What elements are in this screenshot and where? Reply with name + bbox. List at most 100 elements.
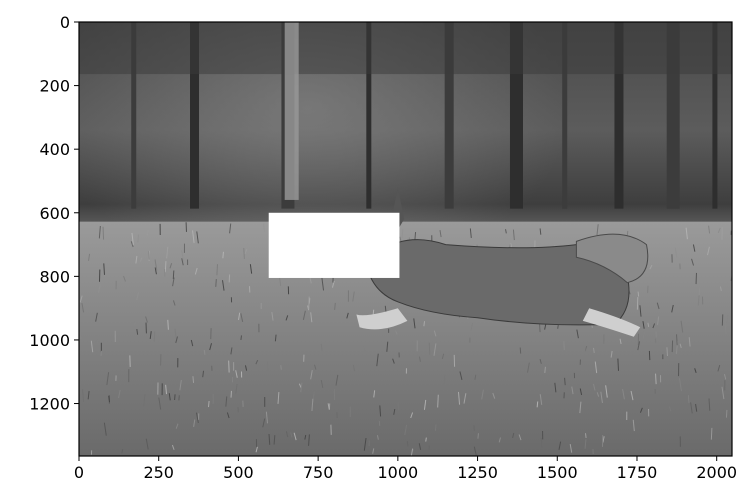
dog-front-leg	[356, 308, 408, 330]
grass-blade	[433, 343, 437, 356]
grass-blade	[196, 231, 199, 244]
grass-blade	[208, 400, 210, 408]
grass-blade	[266, 361, 269, 371]
grass-blade	[642, 327, 646, 339]
grass-blade	[136, 292, 139, 301]
y-tick-label: 800	[39, 267, 70, 286]
grass-blade	[273, 435, 276, 445]
grass-blade	[721, 386, 725, 400]
grass-blade	[477, 433, 479, 439]
y-tick-label: 400	[39, 140, 70, 159]
grass-blade	[695, 403, 698, 412]
x-tick-label: 1500	[537, 463, 578, 482]
grass-blade	[139, 257, 143, 262]
grass-blade	[222, 251, 224, 259]
tree-trunk	[444, 22, 454, 209]
grass-blade	[637, 341, 641, 351]
grass-blade	[655, 373, 657, 385]
grass-blade	[265, 411, 268, 424]
grass-blade	[244, 249, 248, 255]
grass-blade	[406, 440, 409, 447]
grass-blade	[123, 275, 126, 282]
grass-blade	[230, 347, 233, 355]
grass-blade	[433, 330, 437, 337]
grass-blade	[103, 263, 105, 275]
forest-trees	[79, 22, 732, 209]
x-tick-label: 1000	[377, 463, 418, 482]
grass-blade	[671, 304, 674, 313]
grass-blade	[708, 398, 711, 411]
tree-trunk	[562, 22, 568, 209]
grass-blade	[143, 394, 146, 407]
grass-blade	[106, 372, 110, 386]
grass-blade	[473, 446, 477, 456]
grass-blade	[680, 320, 684, 333]
grass-blade	[172, 300, 176, 306]
x-tick-label: 0	[74, 463, 84, 482]
grass-blade	[459, 371, 463, 381]
grass-blade	[544, 366, 546, 373]
grass-blade	[274, 334, 277, 342]
grass-blade	[596, 392, 600, 397]
grass-blade	[558, 441, 562, 450]
grass-blade	[181, 258, 184, 266]
grass-blade	[192, 230, 195, 243]
grass-blade	[498, 437, 501, 443]
grass-blade	[202, 370, 205, 378]
grass-blade	[302, 310, 306, 321]
grass-blade	[243, 247, 245, 259]
grass-blade	[235, 370, 238, 378]
grass-blade	[457, 391, 461, 405]
birch-trunk	[284, 22, 299, 200]
grass-blade	[519, 347, 522, 354]
grass-blade	[82, 389, 85, 402]
grass-blade	[229, 223, 232, 234]
grass-blade	[168, 393, 171, 401]
dog-body	[365, 239, 630, 326]
grass-blade	[639, 407, 643, 413]
grass-blade	[87, 390, 90, 400]
grass-blade	[463, 393, 467, 404]
grass-blade	[404, 424, 408, 436]
grass-blade	[393, 408, 396, 415]
grass-blade	[647, 322, 650, 328]
grass-blade	[137, 234, 139, 243]
masked-region	[268, 212, 400, 278]
grass-blade	[235, 383, 238, 394]
grass-blade	[668, 406, 672, 412]
grass-blade	[135, 255, 138, 264]
grass-blade	[443, 374, 446, 385]
grass-blade	[632, 419, 635, 432]
grass-blade	[268, 433, 271, 445]
grass-blade	[362, 345, 366, 352]
grass-blade	[195, 412, 199, 424]
grass-blade	[181, 250, 185, 262]
grass-blade	[203, 349, 206, 355]
grass-blade	[190, 339, 194, 347]
grass-blade	[148, 251, 150, 260]
tree-canopy	[79, 22, 732, 75]
x-tick-label: 250	[143, 463, 174, 482]
grass-blade	[209, 343, 212, 351]
grass-blade	[373, 390, 376, 398]
x-tick-label: 750	[303, 463, 334, 482]
tree-trunk	[366, 22, 372, 209]
grass-blade	[145, 438, 149, 450]
grass-blade	[194, 267, 198, 275]
grass-blade	[656, 302, 660, 310]
grass-blade	[352, 364, 356, 372]
grass-blade	[600, 391, 603, 403]
grass-blade	[108, 395, 111, 403]
grass-blade	[192, 376, 195, 383]
grass-blade	[320, 379, 324, 388]
tree-trunk	[131, 22, 137, 209]
grass-blade	[536, 401, 539, 408]
grass-blade	[630, 390, 634, 401]
grass-blade	[363, 437, 367, 451]
grass-blade	[244, 365, 248, 371]
grass-blade	[172, 270, 175, 279]
grass-blade	[271, 312, 274, 321]
grass-blade	[320, 343, 323, 351]
grass-blade	[576, 329, 579, 339]
grass-blade	[441, 353, 445, 360]
